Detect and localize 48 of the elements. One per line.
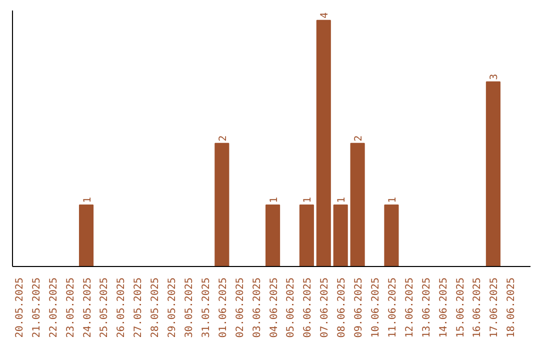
x-tick-label: 27.05.2025 <box>133 277 144 338</box>
x-tick-label: 11.06.2025 <box>387 277 398 338</box>
x-tick-label: 26.05.2025 <box>116 277 128 338</box>
x-tick-label: 06.06.2025 <box>302 277 314 338</box>
data-label: 1 <box>268 196 280 203</box>
x-tick-label: 01.06.2025 <box>218 277 229 338</box>
bar <box>384 204 399 266</box>
x-tick-label: 25.05.2025 <box>99 277 110 338</box>
bar <box>265 204 280 266</box>
x-tick-label: 04.06.2025 <box>268 277 280 338</box>
x-tick-label: 09.06.2025 <box>354 277 365 338</box>
data-label: 1 <box>82 196 94 203</box>
bar <box>316 20 331 266</box>
bar <box>333 204 348 266</box>
x-tick-label: 31.05.2025 <box>200 277 212 338</box>
x-tick-label: 12.06.2025 <box>404 277 416 338</box>
x-tick-label: 23.05.2025 <box>65 277 76 338</box>
x-tick-label: 08.06.2025 <box>336 277 348 338</box>
x-tick-label: 29.05.2025 <box>167 277 178 338</box>
bar <box>299 204 314 266</box>
x-tick-label: 15.06.2025 <box>455 277 466 338</box>
x-tick-label: 18.06.2025 <box>506 277 518 338</box>
data-label: 4 <box>320 12 331 18</box>
bar <box>486 81 500 266</box>
x-tick-label: 14.06.2025 <box>438 277 450 338</box>
x-tick-label: 30.05.2025 <box>184 277 195 338</box>
x-tick-label: 28.05.2025 <box>150 277 162 338</box>
data-label: 1 <box>302 196 314 203</box>
x-tick-label: 16.06.2025 <box>472 277 484 338</box>
bar <box>78 204 94 266</box>
bar <box>214 142 230 266</box>
data-label: 2 <box>354 135 365 142</box>
bar <box>350 142 365 266</box>
x-tick-label: 21.05.2025 <box>31 277 42 338</box>
x-tick-label: 03.06.2025 <box>252 277 263 338</box>
data-label: 2 <box>218 135 229 142</box>
x-tick-label: 17.06.2025 <box>489 277 500 338</box>
data-label: 3 <box>489 74 500 80</box>
x-tick-label: 10.06.2025 <box>370 277 382 338</box>
x-tick-label: 24.05.2025 <box>82 277 94 338</box>
x-tick-label: 13.06.2025 <box>421 277 432 338</box>
data-label: 1 <box>387 196 398 203</box>
data-label: 1 <box>336 196 348 203</box>
x-tick-label: 07.06.2025 <box>320 277 331 338</box>
x-tick-label: 05.06.2025 <box>286 277 297 338</box>
x-tick-label: 02.06.2025 <box>234 277 246 338</box>
x-tick-label: 22.05.2025 <box>48 277 60 338</box>
x-tick-label: 20.05.2025 <box>14 277 26 338</box>
